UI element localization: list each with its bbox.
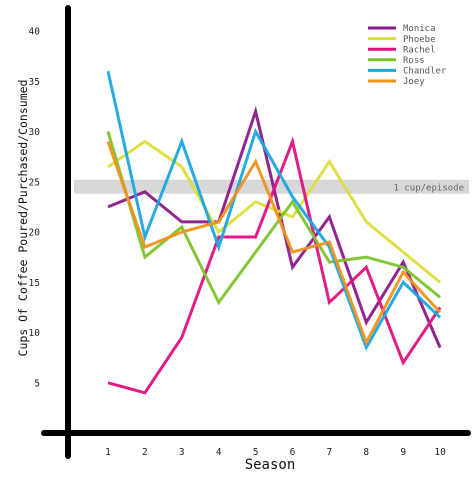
x-tick-label: 8: [363, 447, 369, 458]
series-line-joey: [106, 141, 442, 347]
y-tick-label: 10: [29, 328, 41, 339]
legend-item-joey: Joey: [368, 77, 425, 87]
legend-label: Rachel: [403, 45, 436, 55]
x-tick-label: 3: [179, 447, 185, 458]
y-tick-label: 20: [29, 228, 41, 239]
x-tick-label: 1: [105, 447, 111, 458]
series-line-rachel: [107, 136, 442, 395]
y-axis-title: Cups Of Coffee Poured/Purchased/Consumed: [16, 80, 30, 357]
series-line-monica: [107, 105, 442, 349]
y-tick-label: 15: [29, 278, 40, 289]
series-line-chandler: [106, 70, 442, 352]
x-tick-label: 9: [400, 447, 406, 458]
y-tick-label: 5: [34, 378, 40, 389]
series-line-ross: [106, 131, 442, 306]
legend-item-phoebe: Phoebe: [368, 35, 436, 45]
y-tick-label: 40: [29, 27, 41, 38]
x-tick-label: 4: [216, 447, 222, 458]
legend-label: Monica: [403, 24, 436, 34]
x-tick-label: 2: [142, 447, 148, 458]
y-tick-label: 35: [29, 77, 40, 88]
legend-item-ross: Ross: [368, 56, 425, 66]
legend-label: Chandler: [403, 67, 447, 77]
legend-label: Phoebe: [403, 35, 436, 45]
x-tick-label: 7: [327, 447, 333, 458]
y-tick-label: 30: [29, 127, 41, 138]
legend-item-chandler: Chandler: [368, 67, 447, 77]
reference-band: [74, 179, 469, 194]
legend-label: Ross: [403, 56, 425, 66]
reference-band-label: 1 cup/episode: [394, 183, 464, 193]
legend-item-monica: Monica: [368, 24, 436, 34]
legend-label: Joey: [403, 77, 425, 87]
y-tick-label: 25: [29, 177, 40, 188]
x-tick-label: 5: [253, 447, 259, 458]
x-tick-label: 6: [290, 447, 296, 458]
legend-item-rachel: Rachel: [368, 45, 436, 55]
x-tick-label: 10: [434, 447, 446, 458]
x-axis-title: Season: [245, 457, 296, 472]
